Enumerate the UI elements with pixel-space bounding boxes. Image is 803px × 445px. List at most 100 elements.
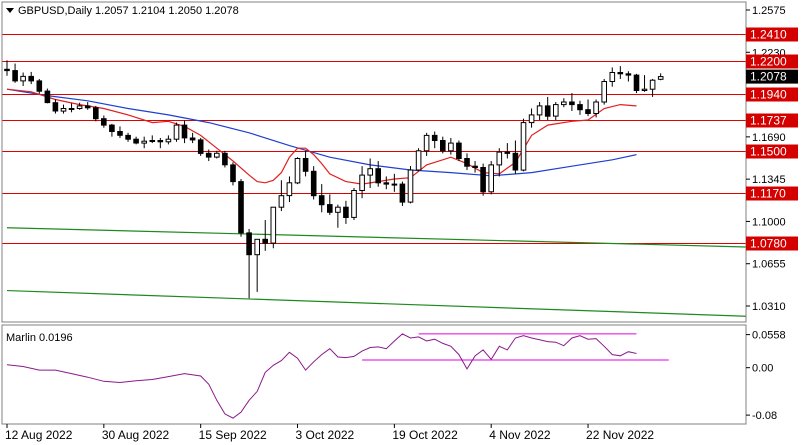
candle-body-up	[657, 76, 664, 80]
candle	[423, 132, 430, 156]
candle	[448, 137, 454, 155]
candle-body-down	[197, 139, 204, 154]
candle-body-down	[133, 138, 139, 144]
candle	[391, 173, 398, 192]
candle	[133, 136, 139, 145]
candle	[125, 132, 131, 142]
candle	[488, 161, 494, 195]
candle	[302, 150, 309, 177]
candle-body-down	[125, 134, 131, 140]
candle-body-up	[351, 190, 357, 218]
candle-body-down	[617, 72, 624, 75]
candle-body-down	[480, 167, 486, 193]
level-label: 1.1940	[750, 88, 787, 102]
candle	[544, 96, 551, 120]
candle	[335, 204, 341, 228]
candle	[625, 71, 632, 82]
time-tick-label: 3 Oct 2022	[296, 428, 355, 442]
candle-body-down	[84, 105, 91, 109]
candle	[189, 132, 196, 144]
price-axis[interactable]: 1.25751.22301.18851.16901.13451.10001.06…	[746, 5, 798, 313]
candle	[569, 93, 575, 112]
candle-body-up	[335, 206, 341, 213]
candle	[230, 162, 236, 186]
time-axis: 12 Aug 2022 30 Aug 2022 15 Sep 2022 3 Oct 2…	[5, 424, 654, 442]
candle-body-down	[181, 124, 188, 139]
candle	[109, 123, 115, 137]
candle	[601, 78, 608, 105]
price-tick-label: 1.1000	[752, 216, 786, 228]
candle	[157, 137, 164, 149]
level-label-badge	[746, 186, 798, 201]
candle-body-down	[117, 131, 123, 136]
candle	[101, 115, 107, 128]
candle	[327, 194, 333, 215]
candle	[415, 148, 422, 172]
candle-body-down	[577, 104, 583, 111]
candle-body-up	[496, 151, 503, 166]
price-tick-label: 1.2575	[752, 5, 786, 17]
candle	[536, 102, 543, 120]
candle-body-down	[36, 80, 43, 92]
level-label-badge	[746, 113, 798, 128]
level-label: 1.2410	[750, 28, 787, 42]
candle	[28, 71, 34, 85]
candle-body-up	[601, 81, 608, 103]
candle-body-down	[504, 151, 511, 154]
marlin-line	[6, 333, 637, 419]
candle	[117, 126, 123, 138]
trendline	[6, 289, 747, 317]
level-label: 1.1500	[750, 145, 787, 159]
candle	[472, 161, 478, 173]
candle-body-down	[399, 183, 406, 203]
candle-body-up	[593, 101, 599, 114]
oscillator-pane[interactable]: Marlin 0.0196 0.0558 0.00 -0.08	[1, 324, 786, 425]
oscillator-tick-label: -0.08	[752, 410, 777, 422]
candle	[60, 104, 67, 114]
level-labels: 1.2410 1.2200 1.1940 1.1737 1.1500 1.1170 1.07…	[746, 27, 798, 251]
candle	[286, 176, 293, 203]
candle-body-down	[262, 238, 268, 244]
candle-body-down	[585, 109, 591, 114]
candle-body-up	[423, 134, 430, 152]
candle	[214, 150, 220, 159]
candle-body-up	[641, 88, 648, 91]
candle-body-down	[440, 140, 446, 152]
dropdown-arrow-icon[interactable]	[6, 8, 14, 13]
time-tick-label: 22 Nov 2022	[586, 428, 654, 442]
main-price-pane[interactable]: GBPUSD,Daily 1.2057 1.2104 1.2050 1.2078	[1, 1, 747, 323]
candle	[657, 73, 664, 81]
candle	[310, 166, 317, 200]
price-tick-label: 1.0310	[752, 301, 786, 313]
oscillator-tick-label: 0.00	[752, 363, 773, 375]
candle-body-down	[238, 181, 244, 234]
candle-body-up	[448, 142, 454, 152]
candle-body-up	[367, 168, 373, 176]
candle	[367, 158, 373, 188]
candle-body-down	[456, 142, 462, 160]
candle-body-up	[609, 72, 616, 82]
candle	[44, 88, 51, 104]
candle	[520, 118, 527, 172]
candle-body-up	[76, 105, 83, 110]
candle-body-down	[544, 105, 551, 117]
candle	[76, 102, 83, 110]
candle	[294, 157, 301, 185]
candle-body-down	[472, 165, 478, 168]
candle	[609, 67, 616, 87]
candle	[641, 75, 648, 92]
current-price-value: 1.2078	[750, 70, 787, 84]
level-label-badge	[746, 236, 798, 251]
candle-body-down	[633, 74, 640, 91]
candle-body-up	[68, 108, 75, 110]
candle-body-down	[93, 107, 99, 120]
candle-body-down	[302, 158, 309, 172]
candle-body-down	[464, 158, 470, 167]
candle-body-down	[246, 232, 252, 256]
candle-body-down	[12, 70, 18, 82]
candle	[464, 153, 470, 171]
candle	[431, 131, 438, 149]
level-label-badge	[746, 144, 798, 159]
